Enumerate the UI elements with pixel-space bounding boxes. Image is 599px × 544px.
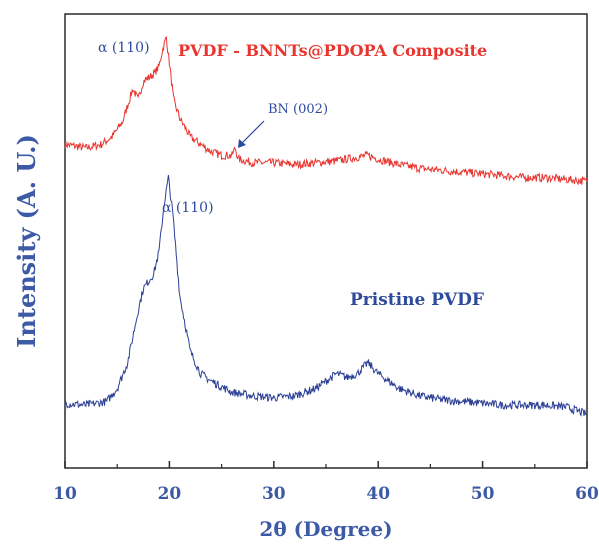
bn-peak-label: BN (002)	[268, 102, 328, 117]
x-tick-label: 20	[158, 484, 182, 504]
bn-peak-arrow	[240, 120, 265, 145]
x-axis-ticks: 10 20 30 40 50 60	[53, 461, 599, 504]
x-tick-label: 60	[575, 484, 599, 504]
pristine-series-label: Pristine PVDF	[350, 290, 484, 310]
x-tick-label: 50	[471, 484, 495, 504]
pristine-peak-label: α (110)	[162, 200, 214, 216]
series-layer	[64, 35, 588, 417]
x-tick-label: 30	[262, 484, 286, 504]
series-line-composite	[64, 35, 588, 186]
x-tick-label: 40	[366, 484, 390, 504]
x-tick-label: 10	[53, 484, 77, 504]
composite-series-label: PVDF - BNNTs@PDOPA Composite	[178, 41, 487, 60]
composite-peak-label: α (110)	[98, 40, 150, 56]
series-line-pristine	[64, 175, 588, 417]
x-axis-label: 2θ (Degree)	[259, 517, 392, 541]
bn-peak-arrowhead	[238, 139, 246, 148]
y-axis-label: Intensity (A. U.)	[12, 134, 41, 348]
